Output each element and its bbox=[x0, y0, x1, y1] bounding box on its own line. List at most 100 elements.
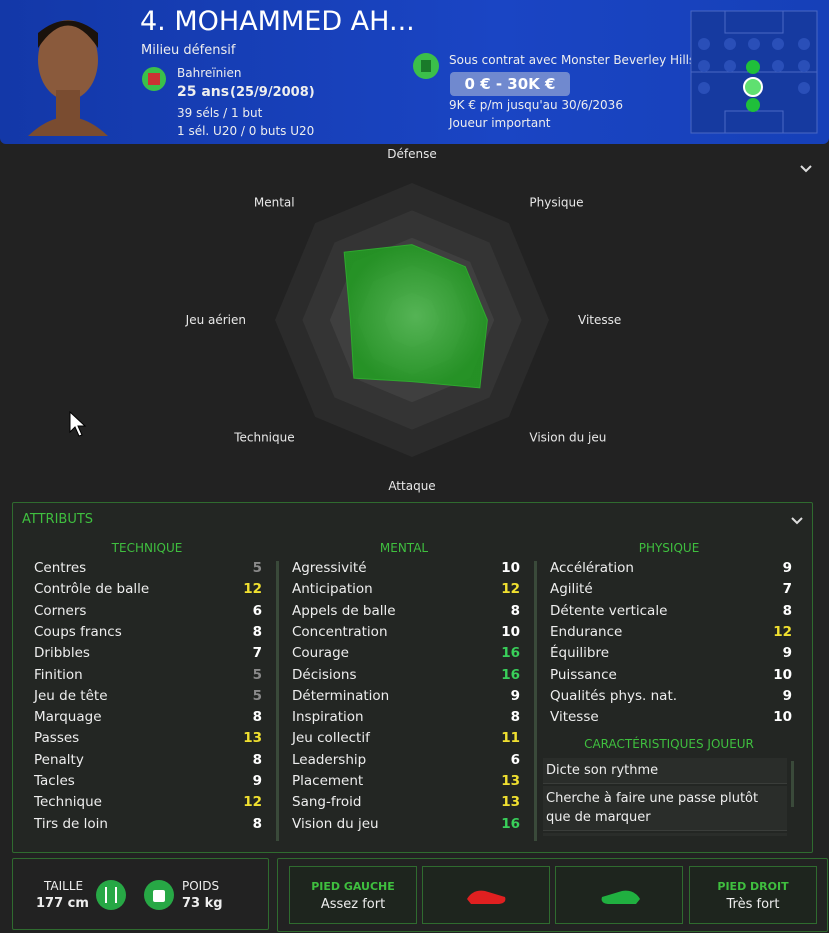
attribute-value: 7 bbox=[252, 645, 262, 662]
attribute-value: 10 bbox=[501, 560, 520, 576]
attribute-name: Coups francs bbox=[34, 623, 122, 640]
scrollbar bbox=[276, 561, 279, 841]
attribute-value: 16 bbox=[501, 815, 520, 832]
height: 177 cm bbox=[36, 896, 89, 911]
player-header: 4. MOHAMMED AH... Milieu défensif Bahreï… bbox=[0, 0, 829, 144]
attribute-name: Décisions bbox=[292, 666, 357, 683]
attribute-value: 12 bbox=[773, 623, 792, 640]
feet-panel bbox=[277, 858, 828, 932]
attribute-name: Vitesse bbox=[550, 709, 599, 726]
attribute-value: 13 bbox=[501, 794, 520, 811]
radar-chart: Défense Physique Vitesse Vision du jeu Attaq… bbox=[185, 147, 622, 493]
position-pitch bbox=[690, 10, 818, 134]
wage-range: 0 € - 30K € bbox=[450, 72, 570, 96]
attribute-name: Endurance bbox=[550, 623, 623, 640]
attribute-value: 10 bbox=[501, 623, 520, 640]
cursor bbox=[69, 410, 87, 437]
attribute-name: Leadership bbox=[292, 751, 367, 768]
club-icon bbox=[413, 53, 439, 79]
attribute-value: 7 bbox=[782, 581, 792, 598]
attribute-name: Technique bbox=[34, 794, 102, 811]
radar-label: Mental bbox=[254, 196, 295, 210]
column-title: MENTAL bbox=[379, 541, 429, 555]
attributes-title: ATTRIBUTS bbox=[22, 512, 94, 527]
attribute-name: Tirs de loin bbox=[34, 815, 108, 832]
trait: Cherche à faire une passe plutôt que de … bbox=[543, 786, 787, 831]
radar-label: Technique bbox=[233, 430, 294, 444]
attribute-value: 8 bbox=[252, 709, 262, 726]
traits-list: Dicte son rythme Cherche à faire une pass… bbox=[543, 758, 787, 836]
radar-shape bbox=[343, 244, 488, 389]
attribute-value: 8 bbox=[510, 709, 520, 726]
attribute-name: Corners bbox=[34, 602, 87, 619]
collapse-attributes[interactable] bbox=[789, 515, 805, 527]
radar-label: Physique bbox=[529, 196, 583, 210]
attribute-value: 9 bbox=[510, 687, 520, 704]
attribute-name: Contrôle de balle bbox=[34, 581, 150, 598]
birth-date: (25/9/2008) bbox=[230, 85, 315, 100]
attribute-value: 8 bbox=[782, 602, 792, 619]
attribute-value: 10 bbox=[773, 709, 792, 726]
flag-icon bbox=[142, 67, 166, 91]
caps: 39 séls / 1 but bbox=[177, 106, 263, 120]
attribute-name: Tacles bbox=[34, 773, 75, 789]
attribute-name: Concentration bbox=[292, 623, 388, 640]
radar-label: Vitesse bbox=[578, 313, 621, 327]
age: 25 ans bbox=[177, 84, 230, 100]
column-title: TECHNIQUE bbox=[111, 541, 183, 555]
attribute-name: Accélération bbox=[550, 560, 634, 576]
traits-title: CARACTÉRISTIQUES JOUEUR bbox=[584, 737, 754, 751]
attribute-value: 8 bbox=[510, 602, 520, 619]
attribute-value: 9 bbox=[782, 645, 792, 662]
radar-label: Jeu aérien bbox=[185, 313, 246, 327]
attribute-value: 8 bbox=[252, 751, 262, 768]
body-panel: TAILLE 177 cm POIDS 73 kg bbox=[12, 858, 269, 930]
attribute-name: Centres bbox=[34, 560, 87, 576]
attribute-value: 12 bbox=[243, 794, 262, 811]
attribute-name: Finition bbox=[34, 666, 83, 683]
attribute-name: Sang-froid bbox=[292, 794, 362, 811]
attribute-name: Penalty bbox=[34, 751, 84, 768]
attribute-name: Inspiration bbox=[292, 709, 364, 726]
attribute-value: 11 bbox=[501, 730, 520, 747]
left-foot-label: PIED GAUCHE bbox=[311, 880, 395, 893]
height-icon bbox=[96, 880, 126, 910]
attribute-name: Placement bbox=[292, 773, 364, 789]
u20-caps: 1 sél. U20 / 0 buts U20 bbox=[177, 124, 315, 138]
status: Joueur important bbox=[449, 116, 551, 130]
attribute-name: Agilité bbox=[550, 581, 593, 598]
attribute-name: Équilibre bbox=[550, 645, 610, 662]
right-foot: Très fort bbox=[726, 897, 780, 912]
attribute-name: Appels de balle bbox=[292, 602, 396, 619]
right-foot-label: PIED DROIT bbox=[717, 880, 789, 893]
attribute-name: Détermination bbox=[292, 687, 390, 704]
attribute-value: 9 bbox=[252, 773, 262, 789]
attribute-value: 9 bbox=[782, 687, 792, 704]
attribute-value: 5 bbox=[252, 687, 262, 704]
attribute-value: 13 bbox=[501, 773, 520, 789]
collapse-radar[interactable] bbox=[798, 162, 814, 176]
trait: Ralentit le jeu bbox=[543, 833, 787, 836]
weight-icon bbox=[144, 880, 174, 910]
attribute-value: 8 bbox=[252, 815, 262, 832]
attribute-name: Courage bbox=[292, 645, 349, 662]
attribute-value: 16 bbox=[501, 645, 520, 662]
left-foot-box: PIED GAUCHE Assez fort bbox=[289, 866, 417, 924]
attribute-name: Puissance bbox=[550, 666, 617, 683]
attribute-value: 5 bbox=[252, 560, 262, 576]
attribute-name: Détente verticale bbox=[550, 602, 668, 619]
attribute-name: Agressivité bbox=[292, 560, 367, 576]
height-label: TAILLE bbox=[44, 879, 84, 893]
right-foot-box: PIED DROIT Très fort bbox=[689, 866, 817, 924]
player-name: 4. MOHAMMED AH... bbox=[140, 6, 415, 37]
attribute-name: Passes bbox=[34, 730, 80, 747]
attribute-name: Jeu de tête bbox=[34, 687, 108, 704]
attribute-value: 5 bbox=[252, 666, 262, 683]
contract: Sous contrat avec Monster Beverley Hills bbox=[449, 53, 696, 67]
attribute-value: 8 bbox=[252, 623, 262, 640]
attribute-name: Dribbles bbox=[34, 645, 90, 662]
scrollbar bbox=[791, 761, 794, 807]
attribute-value: 9 bbox=[782, 560, 792, 576]
attribute-value: 6 bbox=[252, 602, 262, 619]
